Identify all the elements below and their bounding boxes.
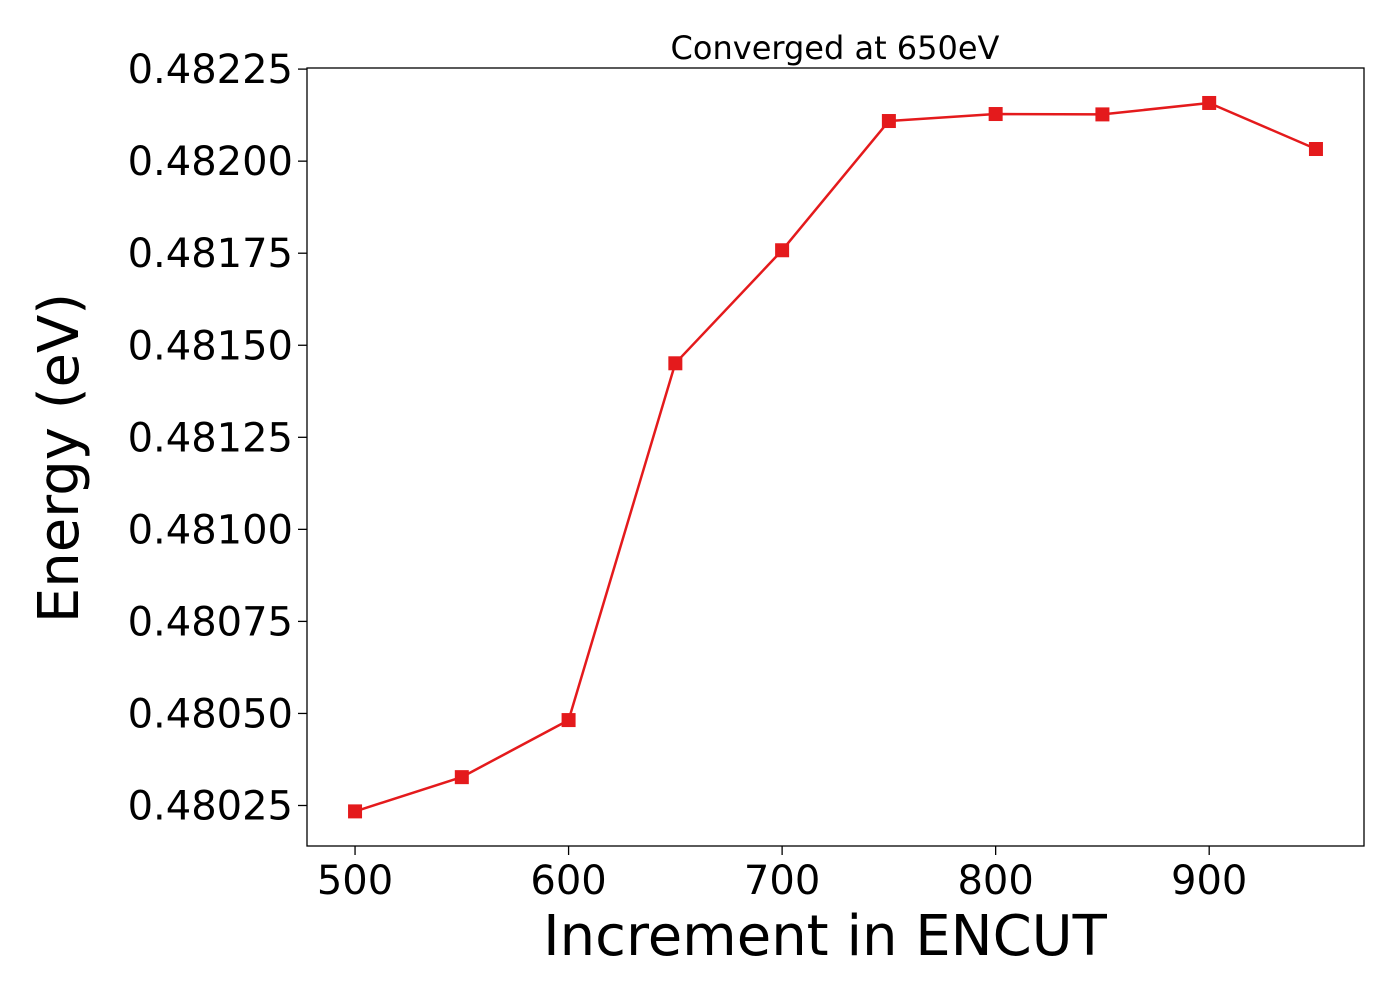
y-tick-label: 0.48125 — [128, 415, 293, 461]
x-tick-label: 700 — [744, 858, 820, 904]
x-axis-label: Increment in ENCUT — [543, 904, 1108, 969]
y-tick-label: 0.48200 — [128, 139, 293, 185]
series-line — [354, 101, 1317, 813]
y-axis: 0.48025 0.48050 0.48075 0.48100 0.48125 0.481… — [128, 47, 307, 829]
chart-title: Converged at 650eV — [671, 29, 1000, 67]
data-point-marker — [561, 713, 576, 728]
data-point-marker — [881, 114, 896, 129]
data-point-marker — [1095, 107, 1110, 122]
x-axis: 500 600 700 800 900 — [317, 846, 1247, 904]
data-point-marker — [668, 356, 683, 371]
y-tick-label: 0.48050 — [128, 691, 293, 737]
x-tick-label: 800 — [957, 858, 1033, 904]
y-tick-label: 0.48175 — [128, 231, 293, 277]
y-tick-label: 0.48100 — [128, 507, 293, 553]
data-point-marker — [1202, 95, 1217, 110]
data-point-marker — [454, 770, 469, 785]
x-tick-label: 900 — [1171, 858, 1247, 904]
y-axis-label: Energy (eV) — [27, 293, 92, 623]
y-tick-label: 0.48150 — [128, 323, 293, 369]
data-point-marker — [988, 107, 1003, 122]
y-tick-label: 0.48075 — [128, 599, 293, 645]
y-tick-label: 0.48025 — [128, 783, 293, 829]
data-point-marker — [1308, 142, 1323, 157]
data-point-marker — [348, 804, 363, 819]
y-tick-label: 0.48225 — [128, 47, 293, 93]
data-point-marker — [775, 243, 790, 258]
x-tick-label: 500 — [317, 858, 393, 904]
x-tick-label: 600 — [530, 858, 606, 904]
plot-frame — [306, 67, 1365, 847]
plot-area — [348, 95, 1323, 819]
